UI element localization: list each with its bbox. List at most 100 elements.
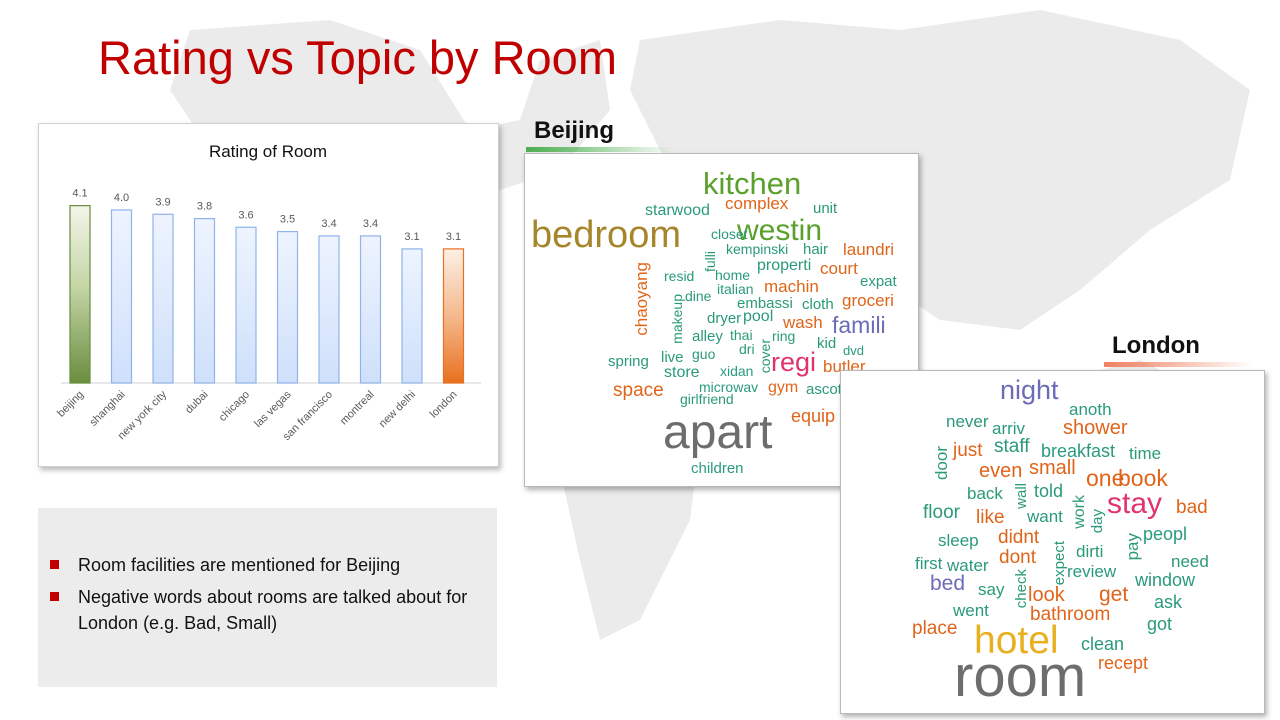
beijing-word: kempinski — [726, 241, 789, 257]
bullet-square — [50, 560, 59, 569]
london-word: dont — [999, 547, 1036, 568]
beijing-word: machin — [764, 277, 819, 296]
london-word: say — [978, 580, 1005, 599]
london-word: dirti — [1076, 542, 1104, 561]
beijing-word: hair — [803, 241, 829, 258]
london-word: back — [967, 484, 1003, 503]
london-word: bad — [1176, 497, 1208, 518]
beijing-word: closet — [711, 226, 748, 242]
beijing-word: westin — [737, 214, 823, 247]
london-word: never — [946, 412, 989, 431]
beijing-word: home — [715, 267, 751, 283]
beijing-word: italian — [717, 281, 754, 297]
beijing-word: dine — [685, 288, 712, 304]
beijing-word: children — [691, 460, 744, 477]
beijing-word: wash — [783, 313, 823, 332]
london-accent-bar — [1104, 362, 1254, 367]
london-word: time — [1129, 444, 1162, 463]
bar-chicago — [235, 226, 257, 384]
bar-montreal — [359, 235, 382, 384]
beijing-word: space — [613, 380, 664, 401]
london-word: arriv — [992, 419, 1026, 438]
beijing-word: dri — [739, 341, 755, 357]
bar-value-label: 3.9 — [155, 196, 170, 208]
london-word: bathroom — [1030, 604, 1111, 625]
bar-new-delhi — [401, 248, 423, 384]
london-word: staff — [994, 436, 1030, 457]
category-label: dubai — [183, 389, 211, 417]
bar-value-label: 3.6 — [238, 209, 253, 221]
beijing-word: alley — [692, 328, 723, 345]
london-word: stay — [1107, 487, 1163, 520]
london-word: one — [1086, 465, 1125, 491]
beijing-word: famili — [832, 312, 886, 338]
london-word: clean — [1081, 634, 1125, 654]
note-item: Negative words about rooms are talked ab… — [50, 584, 490, 636]
london-word: review — [1067, 562, 1117, 581]
beijing-word: microwav — [699, 379, 759, 395]
london-word: window — [1135, 570, 1196, 590]
beijing-word: live — [661, 349, 684, 366]
beijing-word: equip — [791, 406, 836, 426]
london-word-cloud: night never anoth arriv shower door just staff b… — [840, 370, 1265, 714]
london-word: need — [1171, 552, 1209, 571]
london-word: check — [1013, 569, 1030, 609]
category-label: las vegas — [252, 388, 294, 430]
london-word: first — [915, 554, 943, 573]
beijing-word: dryer — [707, 310, 742, 327]
london-word: breakfast — [1041, 441, 1116, 461]
beijing-word: kid — [817, 335, 837, 352]
london-word: pay — [1123, 533, 1142, 561]
bar-san-francisco — [318, 235, 340, 384]
page-title: Rating vs Topic by Room — [98, 31, 617, 84]
bar-london — [442, 248, 465, 384]
beijing-word: makeup — [669, 294, 685, 344]
london-word: day — [1089, 509, 1106, 534]
beijing-word: chaoyang — [632, 262, 651, 336]
note-item: Room facilities are mentioned for Beijin… — [50, 552, 490, 578]
beijing-word: complex — [725, 194, 789, 213]
london-word: shower — [1063, 417, 1128, 439]
note-text: Room facilities are mentioned for Beijin… — [78, 555, 401, 575]
beijing-word: expat — [860, 273, 897, 290]
london-word: just — [953, 440, 983, 461]
bar-value-label: 4.0 — [114, 192, 129, 204]
london-word: floor — [923, 502, 960, 523]
category-label: new delhi — [377, 389, 418, 430]
london-word: get — [1099, 583, 1129, 606]
beijing-word-cloud: kitchen starwood complex unit westin bedroom c… — [524, 153, 919, 487]
bar-value-label: 3.8 — [197, 201, 212, 213]
note-text: Negative words about rooms are talked ab… — [78, 587, 468, 633]
london-word: didnt — [998, 527, 1040, 548]
london-word: small — [1029, 457, 1076, 479]
beijing-word: embassi — [737, 295, 793, 312]
bar-las-vegas — [276, 230, 299, 384]
bar-shanghai — [110, 209, 133, 384]
beijing-word: dvd — [843, 343, 864, 358]
beijing-word: kitchen — [703, 166, 802, 201]
beijing-word: apart — [663, 406, 773, 459]
bar-new-york-city — [152, 213, 174, 384]
category-label: shanghai — [88, 389, 128, 429]
beijing-word: girlfriend — [680, 391, 734, 407]
beijing-word: xidan — [720, 363, 754, 379]
london-word: want — [1027, 507, 1063, 526]
bar-value-label: 3.5 — [280, 214, 295, 226]
london-word: night — [1000, 375, 1059, 405]
london-word: place — [912, 618, 958, 639]
category-label: beijing — [55, 389, 86, 420]
notes-panel: Room facilities are mentioned for Beijin… — [38, 508, 497, 687]
beijing-word: groceri — [842, 291, 894, 310]
london-word: look — [1028, 584, 1065, 606]
rating-bar-chart: Rating of Room 4.1 beijing 4.0 shanghai 3.9 n… — [55, 142, 481, 443]
london-word: sleep — [938, 531, 979, 550]
bar-beijing — [69, 205, 91, 384]
rating-chart: Rating of Room 4.1 beijing 4.0 shanghai 3.9 n… — [38, 123, 499, 467]
beijing-word: starwood — [645, 202, 710, 219]
bar-value-label: 3.4 — [321, 218, 336, 230]
london-word: got — [1147, 614, 1173, 634]
london-word: room — [954, 644, 1087, 709]
beijing-word: properti — [757, 257, 812, 274]
london-word: hotel — [974, 619, 1059, 662]
beijing-word: gym — [768, 379, 799, 396]
